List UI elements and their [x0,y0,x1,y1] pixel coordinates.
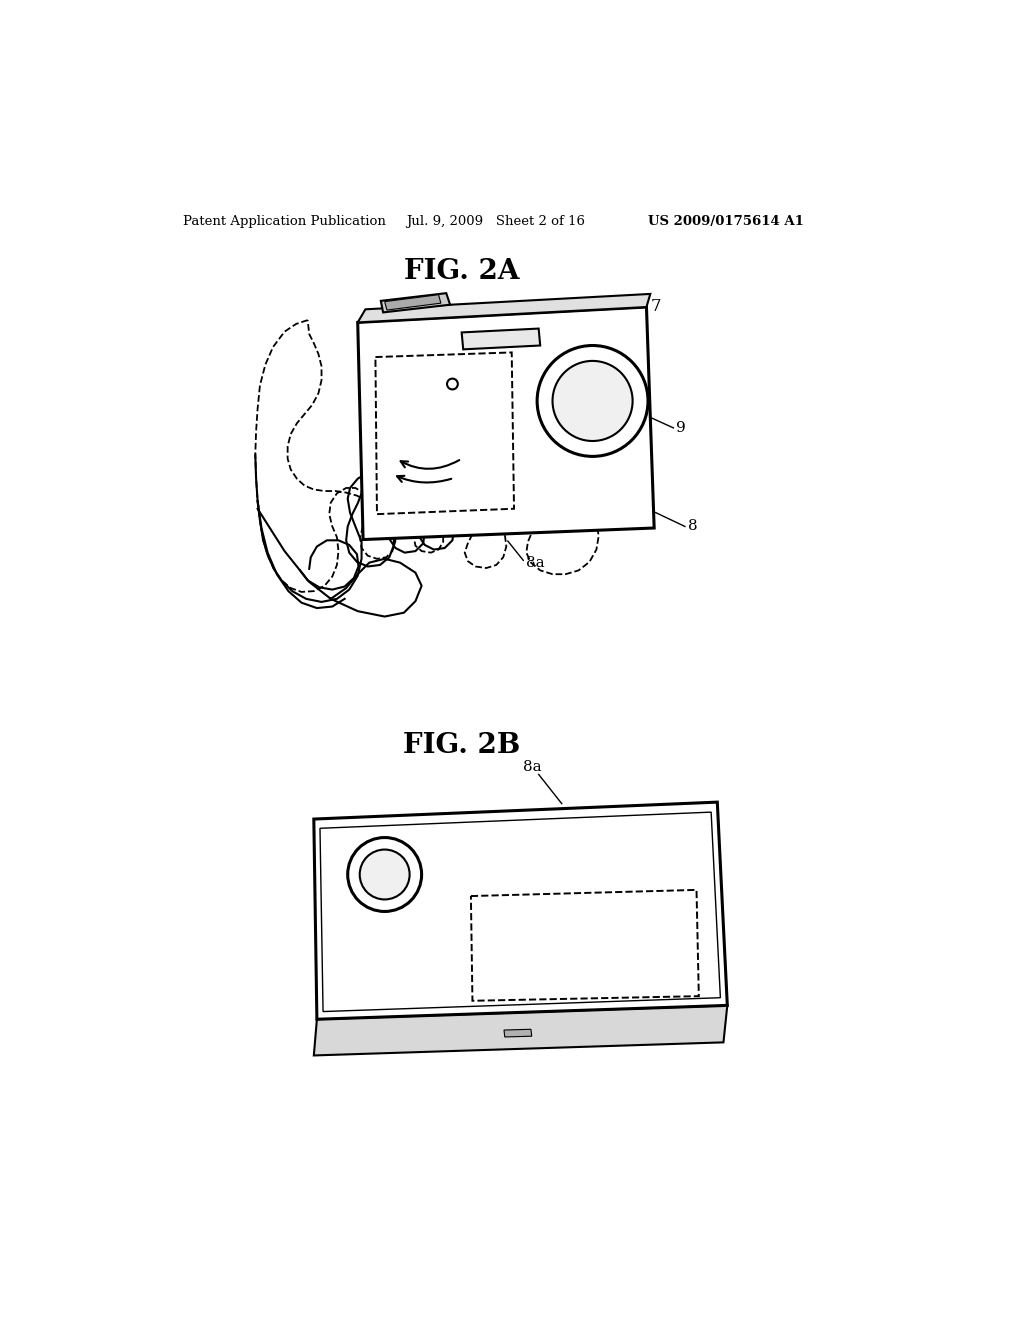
Text: 3a: 3a [396,921,415,936]
Polygon shape [313,803,727,1019]
FancyArrowPatch shape [397,475,452,483]
Text: US 2009/0175614 A1: US 2009/0175614 A1 [648,215,804,228]
Text: 8a: 8a [526,556,545,570]
Polygon shape [313,1006,727,1056]
Polygon shape [381,293,451,313]
Ellipse shape [538,346,648,457]
Polygon shape [504,1030,531,1038]
Text: 7: 7 [651,298,662,314]
Polygon shape [385,294,441,310]
Text: Jul. 9, 2009   Sheet 2 of 16: Jul. 9, 2009 Sheet 2 of 16 [407,215,586,228]
Ellipse shape [359,850,410,899]
Polygon shape [357,308,654,540]
Text: 8: 8 [688,520,697,533]
FancyArrowPatch shape [400,461,459,469]
Polygon shape [357,294,650,322]
Text: FIG. 2B: FIG. 2B [403,731,520,759]
Text: Patent Application Publication: Patent Application Publication [183,215,386,228]
Text: 3a: 3a [550,444,568,458]
Ellipse shape [553,360,633,441]
Ellipse shape [348,838,422,911]
Text: 8a: 8a [523,760,542,774]
Ellipse shape [447,379,458,389]
Polygon shape [462,329,541,350]
Text: FIG. 2A: FIG. 2A [403,259,519,285]
Text: 9: 9 [676,421,685,434]
